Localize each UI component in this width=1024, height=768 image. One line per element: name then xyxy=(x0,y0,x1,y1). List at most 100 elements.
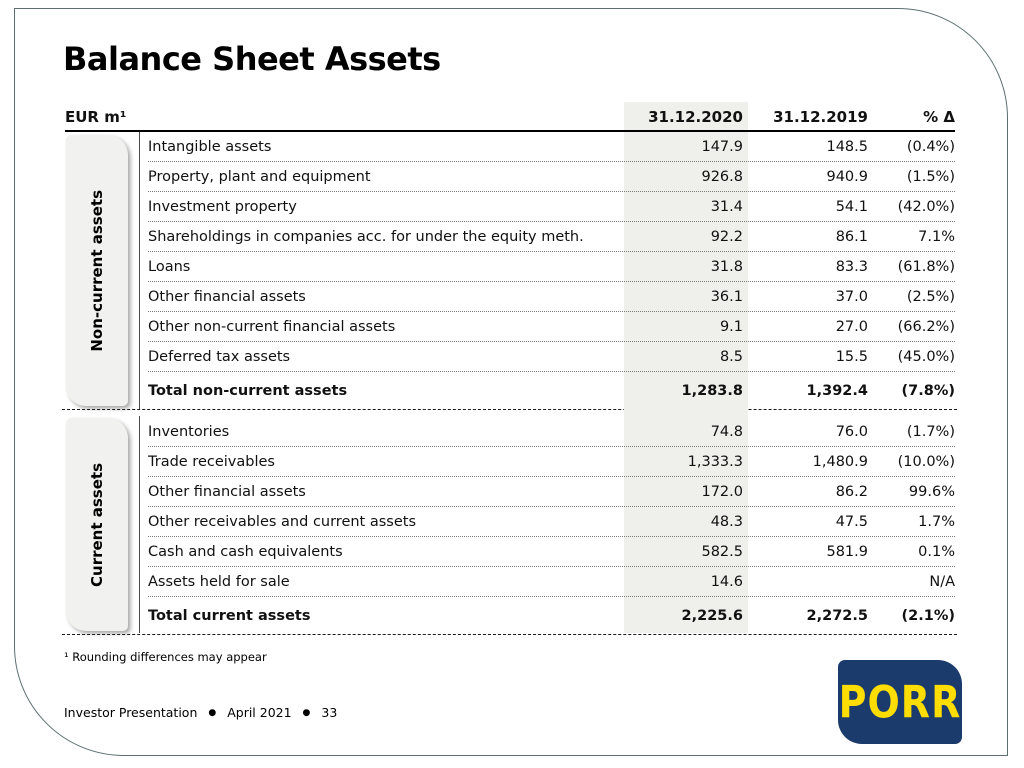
page-title: Balance Sheet Assets xyxy=(63,40,441,78)
value-2020: 14.6 xyxy=(710,574,743,590)
value-delta: (7.8%) xyxy=(901,382,955,399)
value-2019: 76.0 xyxy=(835,424,868,440)
footer-date: April 2021 xyxy=(227,705,292,720)
row-label: Total non-current assets xyxy=(148,382,348,399)
value-2019: 37.0 xyxy=(835,289,868,305)
footer-bullet-icon: ● xyxy=(302,708,311,718)
row-label: Shareholdings in companies acc. for unde… xyxy=(148,229,584,245)
table-bottom-dashed xyxy=(62,634,957,642)
column-header-2019: 31.12.2019 xyxy=(773,108,868,126)
section-label-current-assets: Current assets xyxy=(66,418,128,631)
unit-label: EUR m¹ xyxy=(65,108,127,126)
value-2019: 1,392.4 xyxy=(806,382,868,399)
total-row-current: Total current assets 2,225.6 2,272.5 (2.… xyxy=(65,597,955,634)
section-separator-line-non-current xyxy=(139,132,140,409)
value-delta: (1.5%) xyxy=(906,169,955,185)
row-label: Assets held for sale xyxy=(148,574,290,590)
section-label-text: Non-current assets xyxy=(88,189,106,352)
row-label: Intangible assets xyxy=(148,139,272,155)
value-delta: (45.0%) xyxy=(897,349,955,365)
section-label-text: Current assets xyxy=(88,462,106,587)
porr-logo: PORR xyxy=(838,660,962,744)
row-label: Investment property xyxy=(148,199,297,215)
column-header-delta: % Δ xyxy=(923,108,955,126)
footnote-marker: ¹ xyxy=(64,650,69,664)
row-label: Other financial assets xyxy=(148,289,306,305)
row-label: Other non-current financial assets xyxy=(148,319,396,335)
section-label-non-current-assets: Non-current assets xyxy=(66,135,128,406)
row-label: Loans xyxy=(148,259,191,275)
table-row: Other receivables and current assets 48.… xyxy=(65,507,955,537)
table-row: Other non-current financial assets 9.1 2… xyxy=(65,312,955,342)
value-2019: 1,480.9 xyxy=(812,454,868,470)
value-2020: 582.5 xyxy=(701,544,743,560)
value-2019: 581.9 xyxy=(826,544,868,560)
value-2020: 147.9 xyxy=(701,139,743,155)
value-delta: (10.0%) xyxy=(897,454,955,470)
row-label: Other financial assets xyxy=(148,484,306,500)
table-row: Trade receivables 1,333.3 1,480.9 (10.0%… xyxy=(65,447,955,477)
value-2020: 926.8 xyxy=(701,169,743,185)
value-delta: (1.7%) xyxy=(906,424,955,440)
footer-bullet-icon: ● xyxy=(208,708,217,718)
table-row: Assets held for sale 14.6 N/A xyxy=(65,567,955,597)
value-2019: 86.2 xyxy=(835,484,868,500)
row-label: Property, plant and equipment xyxy=(148,169,371,185)
value-2020: 31.8 xyxy=(710,259,743,275)
slide-border-frame xyxy=(14,8,1008,756)
value-2019: 148.5 xyxy=(826,139,868,155)
footnote: ¹ Rounding differences may appear xyxy=(64,650,267,664)
column-header-2020: 31.12.2020 xyxy=(648,108,743,126)
value-delta: 0.1% xyxy=(918,544,955,560)
table-row: Deferred tax assets 8.5 15.5 (45.0%) xyxy=(65,342,955,372)
footer-page-number: 33 xyxy=(321,705,338,720)
table-row: Other financial assets 172.0 86.2 99.6% xyxy=(65,477,955,507)
value-delta: 99.6% xyxy=(908,484,955,500)
value-delta: 7.1% xyxy=(918,229,955,245)
value-2019: 54.1 xyxy=(835,199,868,215)
table-header-row: EUR m¹ 31.12.2020 31.12.2019 % Δ xyxy=(65,102,955,132)
value-delta: 1.7% xyxy=(918,514,955,530)
value-2020: 1,283.8 xyxy=(681,382,743,399)
value-2020: 8.5 xyxy=(719,349,743,365)
value-2020: 9.1 xyxy=(719,319,743,335)
table-row: Intangible assets 147.9 148.5 (0.4%) xyxy=(65,132,955,162)
value-2019: 83.3 xyxy=(835,259,868,275)
section-separator-line-current xyxy=(139,416,140,633)
value-delta: (61.8%) xyxy=(897,259,955,275)
value-2020: 92.2 xyxy=(710,229,743,245)
row-label: Deferred tax assets xyxy=(148,349,291,365)
balance-sheet-table: EUR m¹ 31.12.2020 31.12.2019 % Δ Intangi… xyxy=(62,102,957,642)
value-delta: (42.0%) xyxy=(897,199,955,215)
table-row: Other financial assets 36.1 37.0 (2.5%) xyxy=(65,282,955,312)
porr-logo-text: PORR xyxy=(838,676,962,728)
value-delta: N/A xyxy=(929,574,955,590)
value-2019: 47.5 xyxy=(835,514,868,530)
footnote-text: Rounding differences may appear xyxy=(72,650,267,664)
value-2020: 2,225.6 xyxy=(681,607,743,624)
row-label: Other receivables and current assets xyxy=(148,514,417,530)
value-2019: 15.5 xyxy=(835,349,868,365)
value-2020: 1,333.3 xyxy=(687,454,743,470)
table-row: Shareholdings in companies acc. for unde… xyxy=(65,222,955,252)
table-row: Property, plant and equipment 926.8 940.… xyxy=(65,162,955,192)
value-2019: 2,272.5 xyxy=(806,607,868,624)
value-2020: 48.3 xyxy=(710,514,743,530)
table-row: Inventories 74.8 76.0 (1.7%) xyxy=(65,417,955,447)
value-delta: (66.2%) xyxy=(897,319,955,335)
footer-presentation-label: Investor Presentation xyxy=(64,705,198,720)
value-2020: 172.0 xyxy=(701,484,743,500)
value-delta: (0.4%) xyxy=(906,139,955,155)
value-2020: 36.1 xyxy=(710,289,743,305)
table-row: Loans 31.8 83.3 (61.8%) xyxy=(65,252,955,282)
value-2020: 74.8 xyxy=(710,424,743,440)
value-2019: 940.9 xyxy=(826,169,868,185)
table-row: Investment property 31.4 54.1 (42.0%) xyxy=(65,192,955,222)
row-label: Inventories xyxy=(148,424,230,440)
total-row-non-current: Total non-current assets 1,283.8 1,392.4… xyxy=(65,372,955,409)
value-2019: 27.0 xyxy=(835,319,868,335)
footer: Investor Presentation ● April 2021 ● 33 xyxy=(64,705,337,720)
value-delta: (2.1%) xyxy=(901,607,955,624)
row-label: Trade receivables xyxy=(148,454,275,470)
